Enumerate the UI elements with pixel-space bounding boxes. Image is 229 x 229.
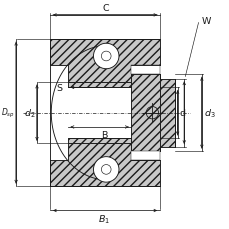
Text: $d_2$: $d_2$ — [24, 107, 36, 119]
Text: $B_1$: $B_1$ — [98, 213, 110, 225]
Text: B: B — [100, 131, 107, 140]
Text: d: d — [179, 109, 185, 118]
Polygon shape — [131, 75, 159, 152]
Polygon shape — [131, 152, 159, 160]
Text: W: W — [201, 17, 210, 26]
Text: S: S — [56, 84, 62, 93]
Circle shape — [93, 44, 118, 69]
Polygon shape — [68, 83, 131, 88]
Polygon shape — [159, 75, 175, 152]
Circle shape — [93, 157, 118, 182]
Text: C: C — [102, 4, 109, 13]
Polygon shape — [68, 138, 131, 144]
Polygon shape — [50, 40, 159, 83]
Polygon shape — [131, 66, 159, 75]
Circle shape — [101, 52, 111, 62]
Text: $d_3$: $d_3$ — [203, 107, 214, 119]
Text: $D_{sp}$: $D_{sp}$ — [1, 107, 15, 120]
Polygon shape — [50, 144, 159, 186]
Circle shape — [101, 165, 111, 174]
